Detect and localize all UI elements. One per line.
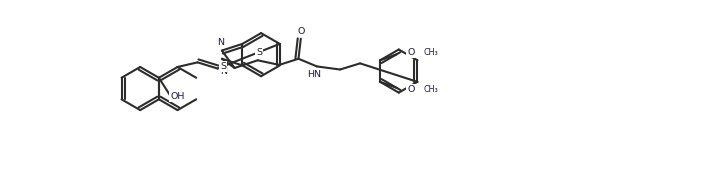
Text: O: O xyxy=(407,48,414,57)
Text: S: S xyxy=(221,62,226,71)
Text: CH₃: CH₃ xyxy=(423,48,438,57)
Text: S: S xyxy=(256,48,262,57)
Text: O: O xyxy=(407,85,414,94)
Text: O: O xyxy=(297,27,305,36)
Text: CH₃: CH₃ xyxy=(423,85,438,94)
Text: N: N xyxy=(221,67,227,76)
Text: HN: HN xyxy=(307,70,321,79)
Text: N: N xyxy=(217,38,224,47)
Text: OH: OH xyxy=(170,92,185,101)
